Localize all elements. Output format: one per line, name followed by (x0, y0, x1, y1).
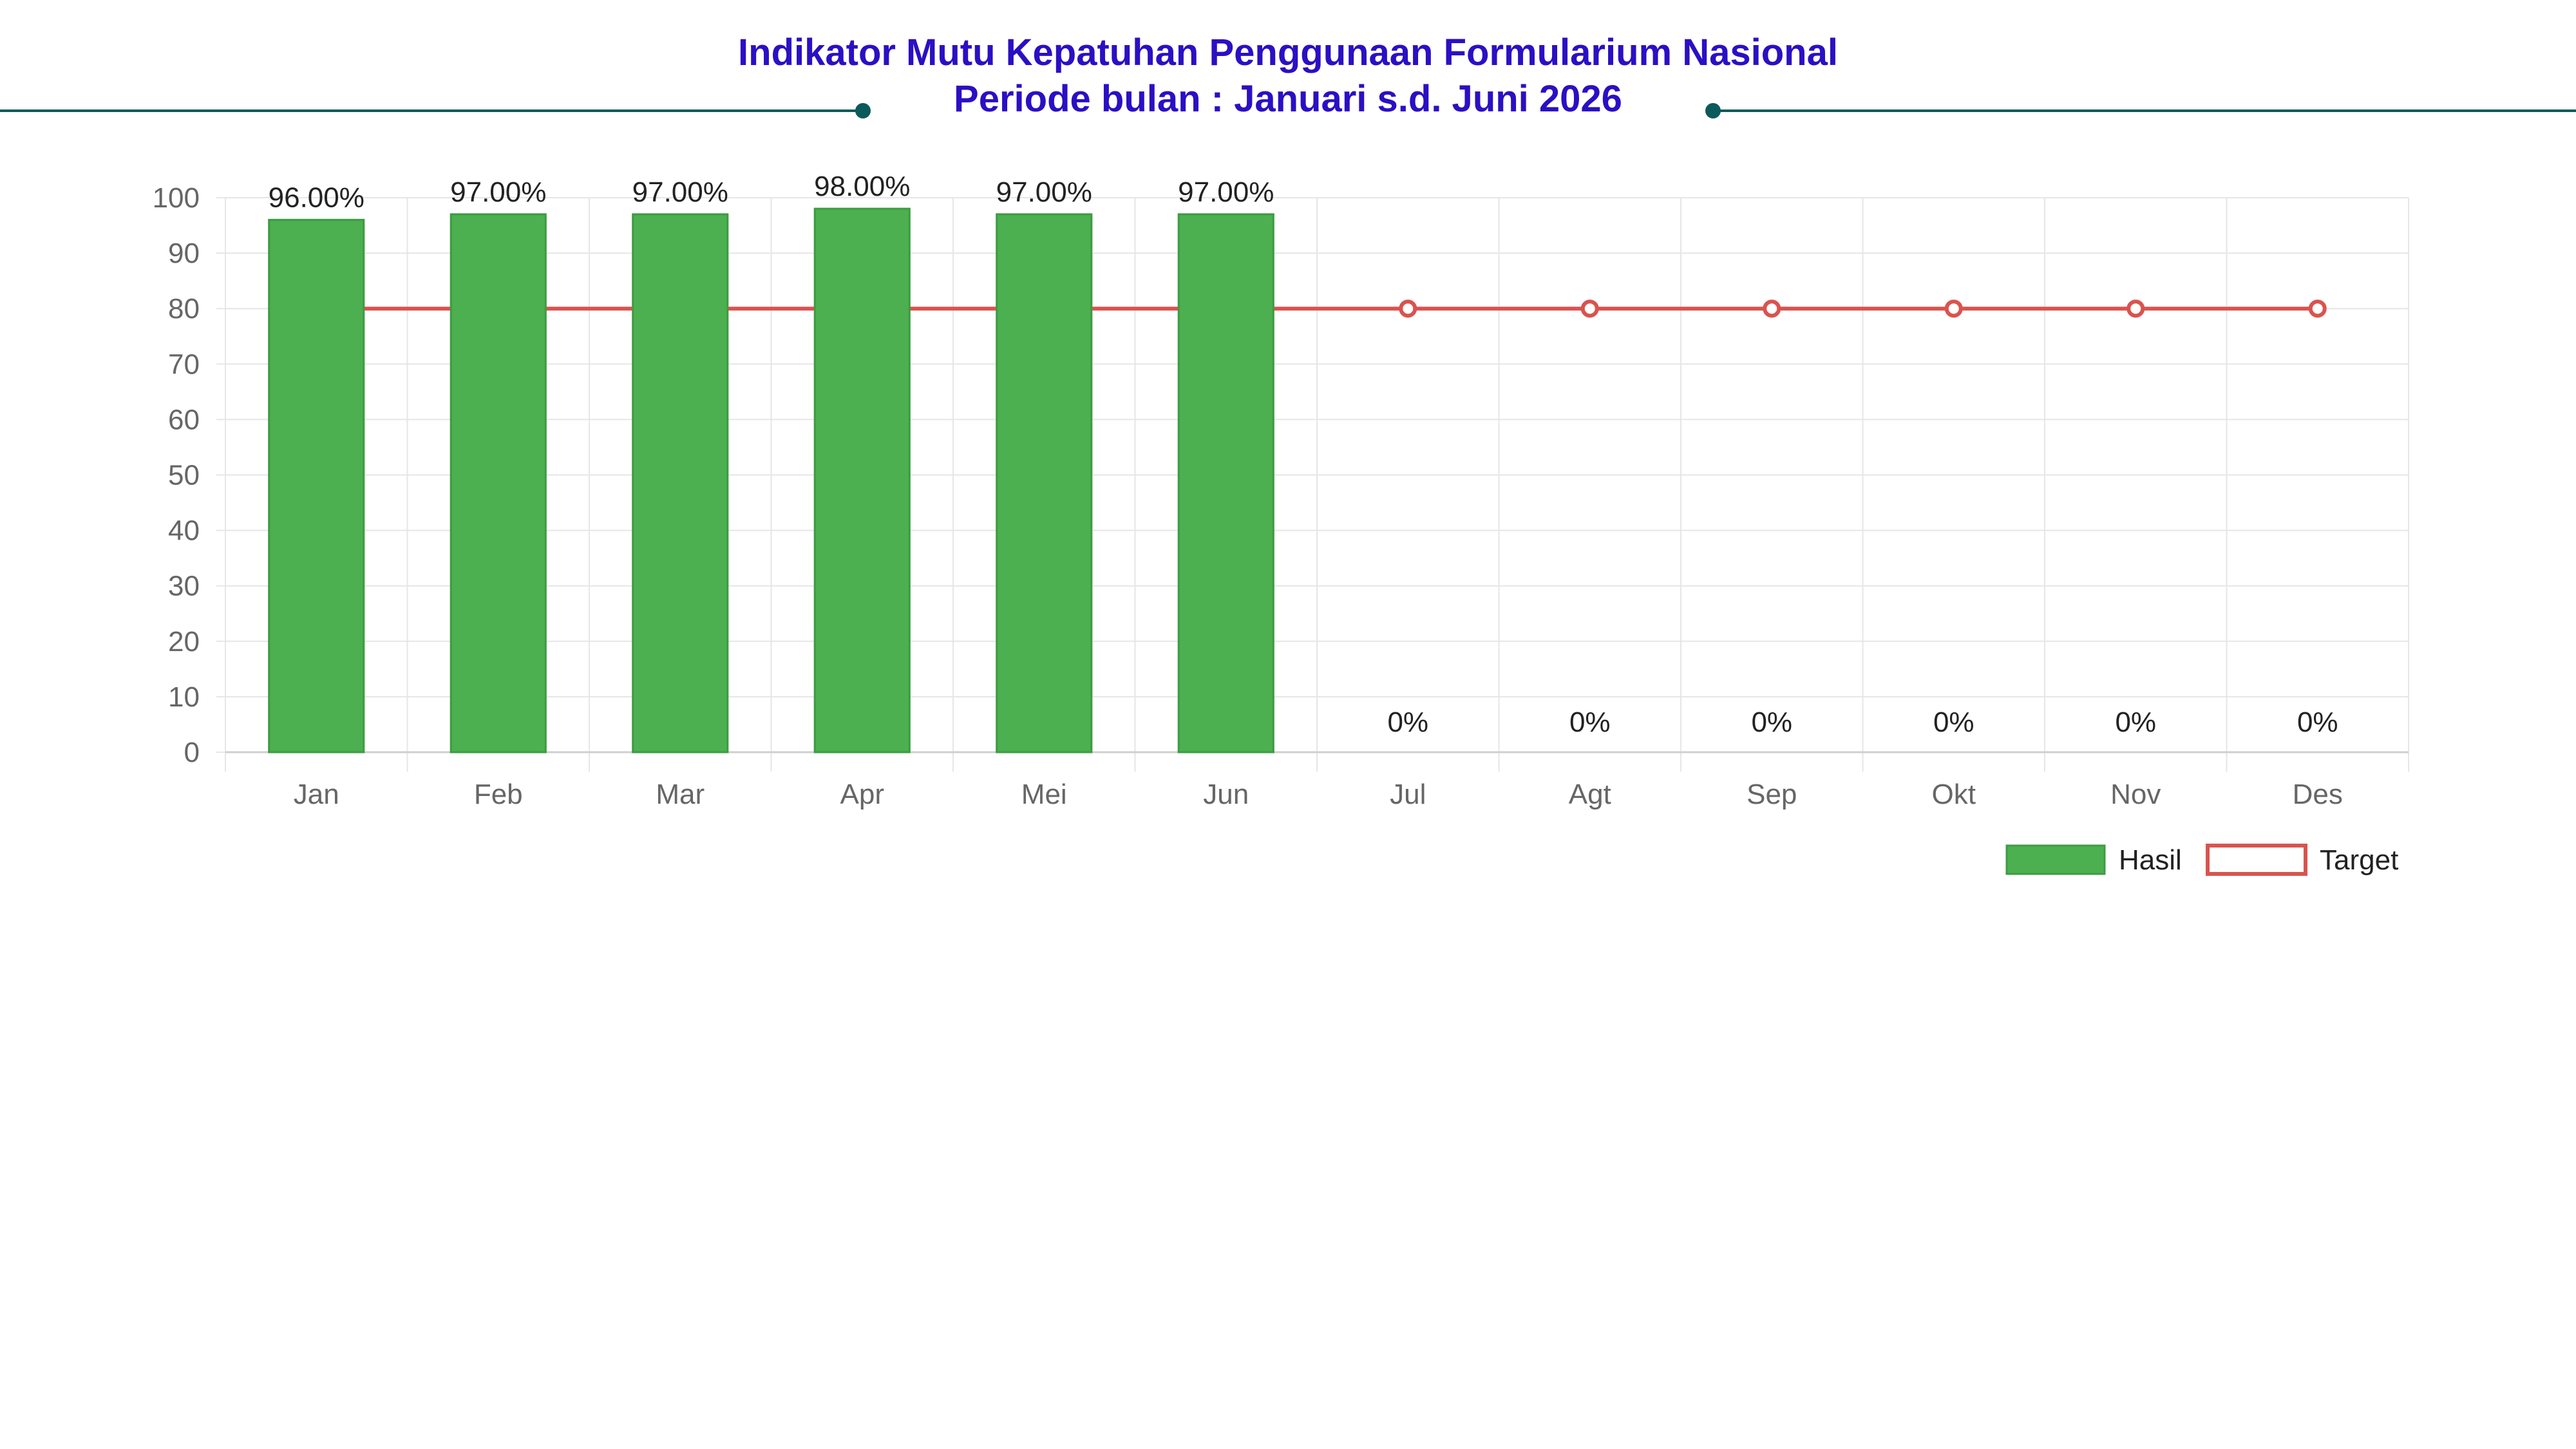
bar-data-label: 0% (1387, 706, 1428, 738)
header-rule-right (1713, 109, 2576, 112)
x-tick-label: Okt (1932, 779, 1976, 810)
legend-label-target: Target (2320, 844, 2398, 876)
target-point (1580, 299, 1599, 318)
legend-swatch-target (2206, 844, 2307, 876)
y-tick-label: 100 (153, 182, 200, 214)
y-tick-label: 60 (168, 404, 200, 435)
x-tick-label: Feb (474, 779, 523, 810)
x-tick-label: Agt (1569, 779, 1611, 810)
bar-data-label: 97.00% (1178, 176, 1274, 208)
x-tick-label: Apr (840, 779, 884, 810)
target-point (1944, 299, 1963, 318)
y-tick-label: 50 (168, 460, 200, 491)
x-tick-label: Des (2293, 779, 2343, 810)
bar-hasil-overlay (996, 213, 1093, 753)
legend-label-hasil: Hasil (2119, 844, 2182, 876)
y-tick-label: 20 (168, 626, 200, 658)
bar-data-label: 97.00% (996, 176, 1092, 208)
x-tick-label: Mei (1021, 779, 1067, 810)
header-rule-right-dot (1705, 103, 1721, 118)
bar-hasil-overlay (268, 218, 365, 753)
y-tick-label: 80 (168, 293, 200, 325)
chart-title: Indikator Mutu Kepatuhan Penggunaan Form… (738, 32, 1838, 73)
y-tick-label: 10 (168, 681, 200, 713)
bar-data-label: 0% (1933, 706, 1975, 738)
y-tick-label: 70 (168, 348, 200, 380)
chart-subtitle: Periode bulan : Januari s.d. Juni 2026 (954, 78, 1622, 120)
x-tick-label: Sep (1747, 779, 1797, 810)
bar-data-label: 0% (1569, 706, 1611, 738)
header-rule-left-dot (855, 103, 871, 118)
target-point (1763, 299, 1781, 318)
y-tick-label: 0 (184, 737, 200, 768)
y-tick-label: 40 (168, 515, 200, 547)
bar-data-label: 97.00% (632, 176, 728, 208)
y-tick-label: 90 (168, 238, 200, 269)
chart-header: Indikator Mutu Kepatuhan Penggunaan Form… (0, 0, 2576, 129)
bar-hasil-overlay (1177, 213, 1274, 753)
target-point (2308, 299, 2327, 318)
target-point (2126, 299, 2145, 318)
x-tick-label: Nov (2110, 779, 2161, 810)
bar-data-label: 0% (2297, 706, 2338, 738)
header-rule-left (0, 109, 863, 112)
bar-hasil-overlay (632, 213, 729, 753)
x-tick-label: Jan (294, 779, 339, 810)
bar-data-label: 98.00% (814, 171, 910, 202)
bar-data-label: 0% (1751, 706, 1792, 738)
bar-hasil-overlay (450, 213, 547, 753)
x-tick-label: Jun (1203, 779, 1249, 810)
y-tick-label: 30 (168, 571, 200, 602)
bar-data-label: 97.00% (450, 176, 546, 208)
bar-data-label: 0% (2115, 706, 2156, 738)
bar-data-label: 96.00% (269, 182, 365, 213)
bar-hasil-overlay (813, 207, 911, 753)
x-tick-label: Jul (1390, 779, 1426, 810)
target-point (1399, 299, 1417, 318)
legend-swatch-hasil (2005, 844, 2106, 875)
x-tick-label: Mar (656, 779, 705, 810)
